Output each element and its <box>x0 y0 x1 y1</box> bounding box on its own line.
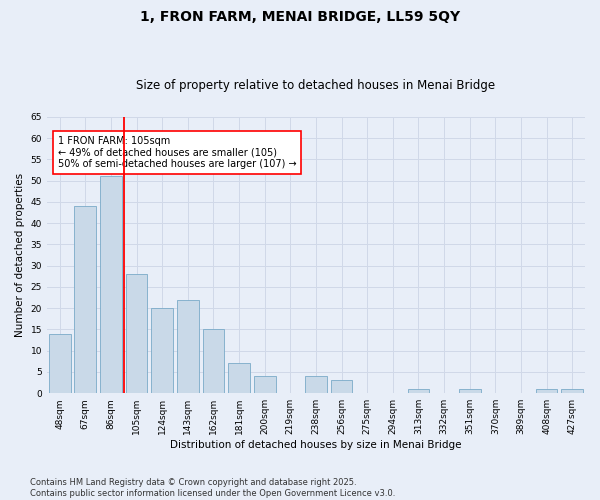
Bar <box>49 334 71 393</box>
Text: 1, FRON FARM, MENAI BRIDGE, LL59 5QY: 1, FRON FARM, MENAI BRIDGE, LL59 5QY <box>140 10 460 24</box>
Bar <box>126 274 148 393</box>
Y-axis label: Number of detached properties: Number of detached properties <box>15 173 25 337</box>
Bar <box>331 380 352 393</box>
Bar <box>254 376 275 393</box>
Title: Size of property relative to detached houses in Menai Bridge: Size of property relative to detached ho… <box>136 79 496 92</box>
Bar <box>561 389 583 393</box>
Bar <box>177 300 199 393</box>
X-axis label: Distribution of detached houses by size in Menai Bridge: Distribution of detached houses by size … <box>170 440 462 450</box>
Bar <box>305 376 327 393</box>
Text: 1 FRON FARM: 105sqm
← 49% of detached houses are smaller (105)
50% of semi-detac: 1 FRON FARM: 105sqm ← 49% of detached ho… <box>58 136 296 170</box>
Bar <box>203 330 224 393</box>
Bar <box>228 364 250 393</box>
Bar <box>536 389 557 393</box>
Text: Contains HM Land Registry data © Crown copyright and database right 2025.
Contai: Contains HM Land Registry data © Crown c… <box>30 478 395 498</box>
Bar <box>151 308 173 393</box>
Bar <box>407 389 430 393</box>
Bar <box>459 389 481 393</box>
Bar <box>74 206 96 393</box>
Bar <box>100 176 122 393</box>
